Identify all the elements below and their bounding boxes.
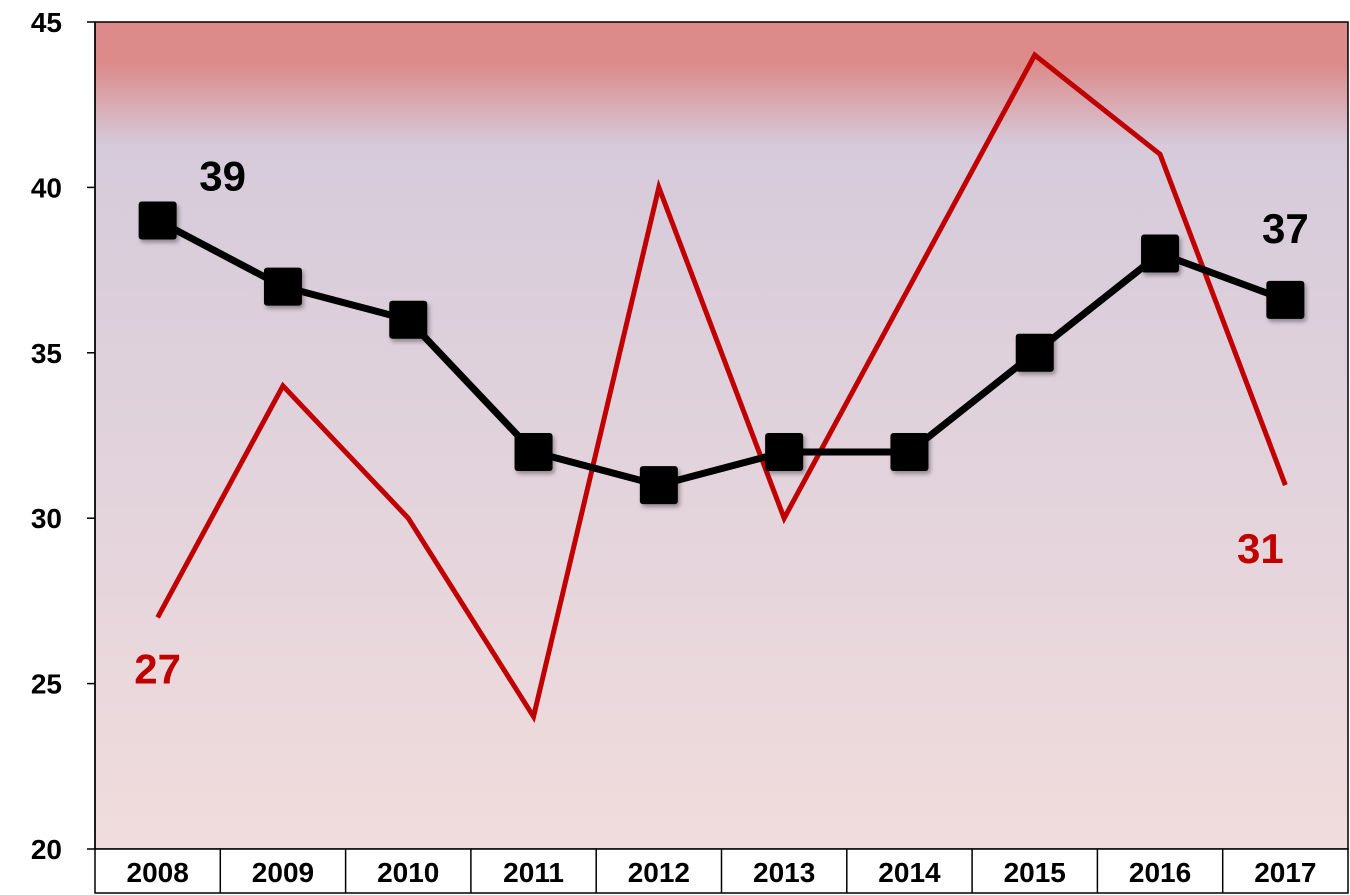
- series-markers: [138, 201, 1305, 505]
- x-tick-label: 2010: [377, 857, 439, 888]
- plot-background: [94, 21, 1349, 850]
- series-black-point: [1266, 280, 1305, 319]
- data-label: 31: [1237, 525, 1284, 572]
- data-label: 27: [134, 645, 181, 692]
- series-black-point: [890, 433, 929, 472]
- series-black-line: [156, 217, 1287, 489]
- data-labels: 39 37 27 31: [134, 152, 1308, 692]
- series-black-point: [1015, 333, 1054, 372]
- axes: 20 25 30 35 40 45 2008 2009 2010 2011 2012 2013 2014…: [31, 7, 1349, 894]
- series-black-point: [138, 201, 177, 240]
- y-tick-label: 25: [31, 669, 62, 700]
- series-black-point: [639, 466, 678, 505]
- data-label: 39: [199, 152, 246, 199]
- x-tick-label: 2016: [1129, 857, 1191, 888]
- series-black-point: [389, 300, 428, 339]
- y-tick-label: 40: [31, 172, 62, 203]
- y-tick-label: 35: [31, 338, 62, 369]
- series-black-point: [514, 433, 553, 472]
- x-tick-label: 2013: [753, 857, 815, 888]
- x-tick-label: 2008: [127, 857, 189, 888]
- x-tick-label: 2009: [252, 857, 314, 888]
- y-tick-label: 45: [31, 7, 62, 38]
- series-black-point: [263, 267, 302, 306]
- series-red-line: [155, 51, 1288, 724]
- x-tick-label: 2015: [1004, 857, 1066, 888]
- y-tick-label: 30: [31, 503, 62, 534]
- y-tick-label: 20: [31, 834, 62, 865]
- data-label: 37: [1262, 205, 1309, 252]
- x-tick-label: 2017: [1254, 857, 1316, 888]
- series-black-point: [1141, 234, 1180, 273]
- series-lines: [155, 51, 1288, 724]
- x-tick-label: 2011: [503, 857, 564, 888]
- series-black-point: [765, 433, 804, 472]
- x-tick-label: 2014: [878, 857, 941, 888]
- x-tick-label: 2012: [628, 857, 690, 888]
